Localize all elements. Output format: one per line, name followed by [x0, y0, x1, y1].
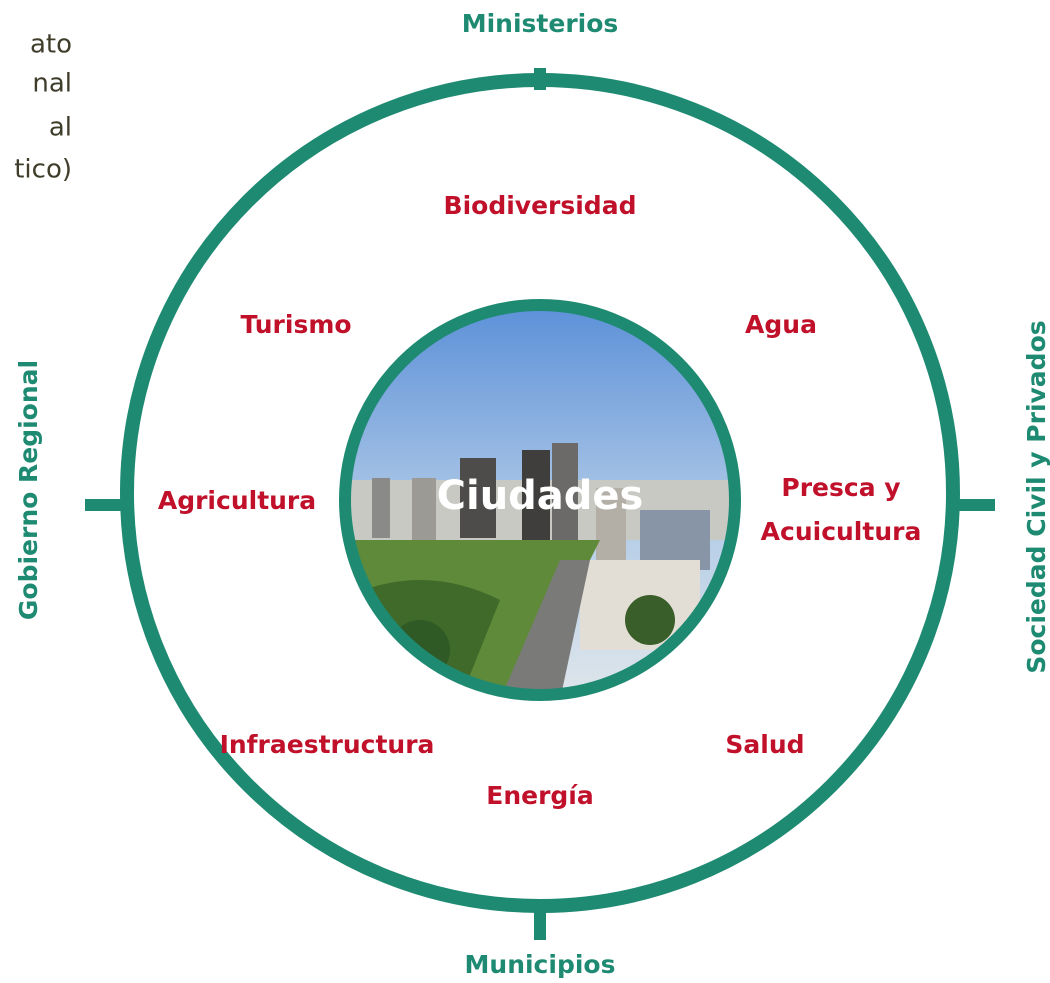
note-line: ato: [30, 30, 72, 60]
sector: Biodiversidad: [444, 191, 637, 220]
stakeholder: Gobierno Regional: [14, 360, 43, 620]
sector: Agua: [745, 310, 817, 339]
sector: Energía: [486, 781, 594, 810]
sector: Acuicultura: [761, 517, 922, 546]
sector: Salud: [725, 730, 804, 759]
sector: Presca y: [781, 473, 900, 502]
note-line: tico): [14, 155, 72, 185]
center-label: Ciudades: [437, 473, 644, 519]
inner-ring: [339, 299, 741, 701]
stakeholder: Ministerios: [462, 9, 619, 38]
note-line: al: [49, 113, 72, 143]
photo: [348, 308, 732, 692]
stakeholder: Municipios: [465, 950, 616, 979]
sector: Turismo: [240, 310, 351, 339]
sector: Agricultura: [158, 486, 316, 515]
note-line: nal: [32, 69, 72, 99]
sector: Infraestructura: [220, 730, 435, 759]
stakeholder: Sociedad Civil y Privados: [1022, 320, 1050, 673]
